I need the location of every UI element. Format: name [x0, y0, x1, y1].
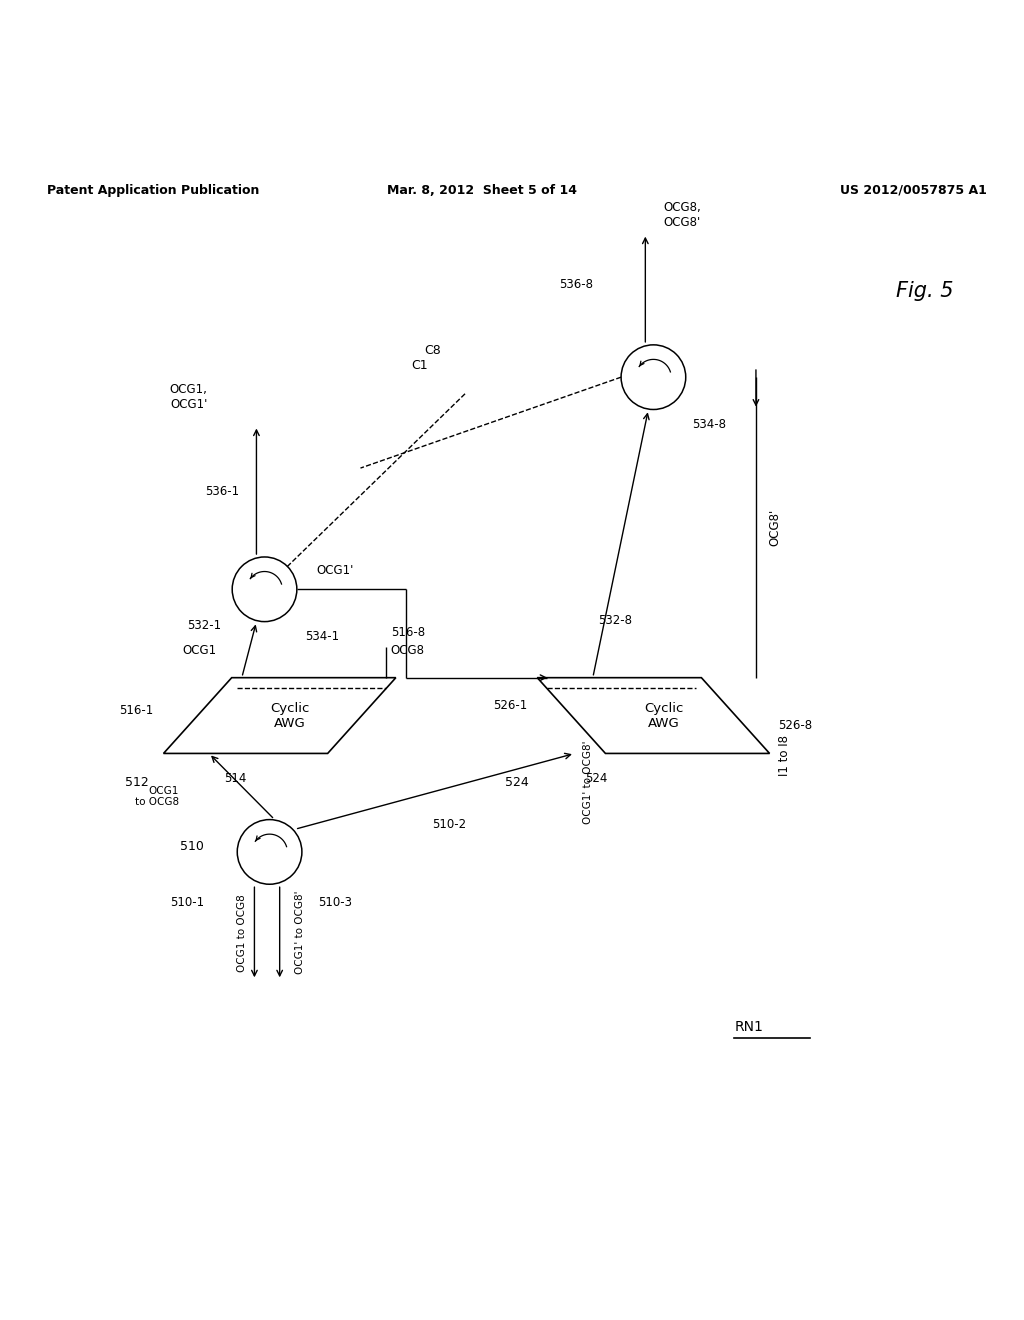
Text: 510-2: 510-2 — [432, 818, 466, 830]
Text: OCG8: OCG8 — [391, 644, 425, 657]
Text: Patent Application Publication: Patent Application Publication — [47, 183, 260, 197]
Text: I1 to I8: I1 to I8 — [777, 735, 791, 776]
Text: C1: C1 — [411, 359, 428, 372]
Text: 524: 524 — [506, 776, 529, 788]
Text: OCG8': OCG8' — [768, 508, 781, 546]
Text: 514: 514 — [224, 772, 247, 784]
Text: OCG1' to OCG8': OCG1' to OCG8' — [583, 741, 593, 824]
Text: 516-8: 516-8 — [391, 626, 425, 639]
Text: 532-1: 532-1 — [187, 619, 221, 632]
Text: Fig. 5: Fig. 5 — [896, 281, 953, 301]
Text: OCG1
to OCG8: OCG1 to OCG8 — [134, 785, 178, 808]
Text: 510: 510 — [180, 841, 204, 853]
Text: 536-8: 536-8 — [559, 277, 593, 290]
Text: 534-8: 534-8 — [692, 417, 726, 430]
Text: OCG1': OCG1' — [316, 564, 354, 577]
Text: RN1: RN1 — [734, 1020, 763, 1034]
Text: 512: 512 — [125, 776, 148, 788]
Text: C8: C8 — [425, 345, 441, 356]
Text: 510-1: 510-1 — [170, 896, 204, 909]
Text: Cyclic
AWG: Cyclic AWG — [644, 701, 683, 730]
Text: 526-8: 526-8 — [777, 719, 812, 733]
Text: Cyclic
AWG: Cyclic AWG — [270, 701, 309, 730]
Text: 534-1: 534-1 — [305, 630, 339, 643]
Text: 532-8: 532-8 — [598, 614, 632, 627]
Text: OCG1,
OCG1': OCG1, OCG1' — [170, 383, 208, 411]
Text: OCG1 to OCG8: OCG1 to OCG8 — [238, 894, 247, 972]
Text: 524: 524 — [585, 772, 607, 784]
Text: OCG1: OCG1 — [182, 644, 216, 657]
Text: US 2012/0057875 A1: US 2012/0057875 A1 — [840, 183, 987, 197]
Text: OCG8,
OCG8': OCG8, OCG8' — [664, 201, 701, 228]
Text: 510-3: 510-3 — [318, 896, 352, 909]
Text: 526-1: 526-1 — [493, 700, 527, 711]
Text: 536-1: 536-1 — [205, 484, 240, 498]
Text: OCG1' to OCG8': OCG1' to OCG8' — [295, 891, 305, 974]
Text: Mar. 8, 2012  Sheet 5 of 14: Mar. 8, 2012 Sheet 5 of 14 — [387, 183, 577, 197]
Text: 516-1: 516-1 — [119, 704, 154, 717]
